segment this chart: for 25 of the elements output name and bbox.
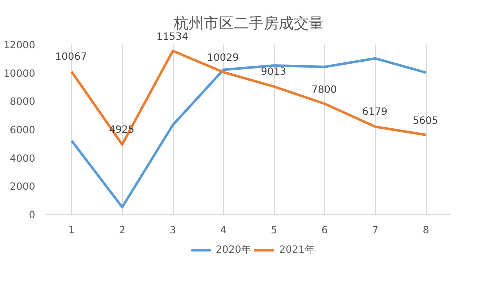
x-tick-label: 1 — [68, 226, 76, 236]
y-tick-label: 10000 — [4, 68, 36, 80]
data-label: 5605 — [412, 116, 438, 127]
y-tick-label: 4000 — [10, 154, 36, 165]
legend-label: 2021年 — [280, 244, 315, 257]
data-label: 7800 — [312, 84, 338, 96]
y-tick-label: 8000 — [10, 97, 36, 108]
x-tick-label: 4 — [220, 226, 227, 236]
data-label: 11534 — [156, 32, 188, 43]
legend-label: 2020年 — [216, 244, 252, 257]
data-label: 10067 — [55, 52, 88, 64]
x-tick-label: 6 — [322, 226, 328, 236]
y-tick-label: 2000 — [10, 182, 36, 194]
x-tick-label: 8 — [423, 226, 430, 236]
y-tick-label: 12000 — [4, 40, 36, 52]
chart-title: 杭州市区二手房成交量 — [173, 14, 324, 32]
y-tick-label: 6000 — [10, 126, 36, 136]
x-tick-label: 3 — [170, 226, 176, 236]
data-label: 9013 — [261, 67, 287, 78]
y-tick-label: 0 — [29, 210, 36, 222]
x-tick-label: 5 — [271, 226, 278, 236]
data-label: 6179 — [362, 107, 388, 118]
data-label: 10029 — [207, 52, 240, 64]
x-tick-label: 2 — [119, 226, 126, 236]
x-tick-label: 7 — [372, 226, 379, 236]
